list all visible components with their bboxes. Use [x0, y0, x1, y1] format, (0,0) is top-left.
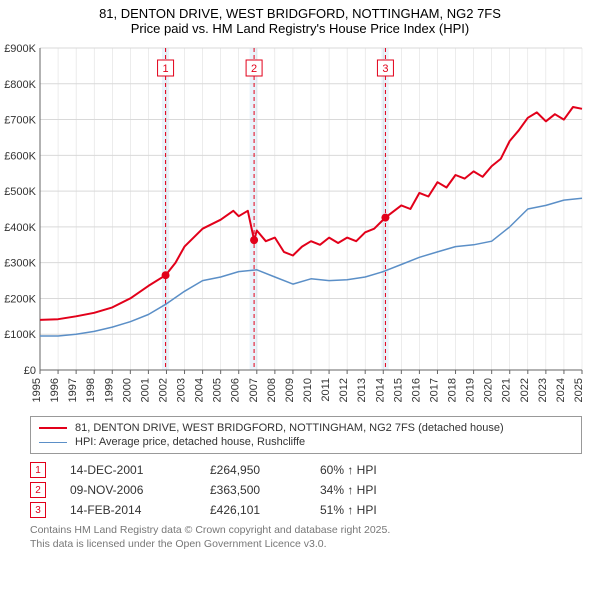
chart-svg: £0 £100K £200K £300K £400K £500K £600K £700K £80…	[2, 40, 590, 410]
x-tick-label: 1999	[103, 378, 115, 402]
sale-row-pct: 34% ↑ HPI	[320, 483, 440, 497]
y-tick-label: £200K	[4, 293, 36, 305]
price-chart: £0 £100K £200K £300K £400K £500K £600K £700K £80…	[2, 40, 590, 410]
legend-label: HPI: Average price, detached house, Rush…	[75, 436, 305, 448]
x-tick-label: 2003	[176, 378, 188, 402]
sale-row-price: £264,950	[210, 463, 320, 477]
legend: 81, DENTON DRIVE, WEST BRIDGFORD, NOTTIN…	[30, 416, 582, 454]
sales-table: 1 14-DEC-2001£264,95060% ↑ HPI 2 09-NOV-200…	[30, 460, 582, 520]
sale-dot	[381, 214, 389, 222]
sale-row-marker: 1	[30, 462, 46, 478]
x-tick-label: 2006	[230, 378, 242, 402]
x-tick-label: 2013	[356, 378, 368, 402]
x-tick-label: 2004	[194, 378, 206, 402]
chart-title-block: 81, DENTON DRIVE, WEST BRIDGFORD, NOTTIN…	[0, 0, 600, 40]
legend-swatch	[39, 442, 67, 443]
legend-swatch	[39, 427, 67, 429]
footer-line-2: This data is licensed under the Open Gov…	[30, 538, 582, 552]
sale-row-date: 09-NOV-2006	[70, 483, 210, 497]
x-tick-label: 2017	[428, 378, 440, 402]
x-tick-label: 2019	[465, 378, 477, 402]
y-tick-label: £300K	[4, 258, 36, 270]
x-tick-label: 2014	[374, 378, 386, 402]
y-tick-label: £400K	[4, 222, 36, 234]
x-tick-label: 1998	[85, 378, 97, 402]
x-tick-label: 2022	[519, 378, 531, 402]
footer-attribution: Contains HM Land Registry data © Crown c…	[30, 524, 582, 551]
x-tick-label: 2018	[447, 378, 459, 402]
sale-dot	[162, 271, 170, 279]
x-tick-label: 1995	[31, 378, 43, 402]
sale-row: 3 14-FEB-2014£426,10151% ↑ HPI	[30, 500, 582, 520]
title-line-1: 81, DENTON DRIVE, WEST BRIDGFORD, NOTTIN…	[10, 6, 590, 21]
sale-row: 2 09-NOV-2006£363,50034% ↑ HPI	[30, 480, 582, 500]
x-tick-label: 1996	[49, 378, 61, 402]
x-tick-label: 2011	[320, 378, 332, 402]
x-tick-label: 2010	[302, 378, 314, 402]
x-tick-label: 2007	[248, 378, 260, 402]
sale-marker-label: 3	[382, 63, 388, 75]
y-tick-label: £700K	[4, 115, 36, 127]
y-tick-label: £900K	[4, 43, 36, 55]
legend-row: HPI: Average price, detached house, Rush…	[39, 435, 573, 449]
sale-dot	[250, 236, 258, 244]
sale-row-date: 14-FEB-2014	[70, 503, 210, 517]
y-tick-label: £500K	[4, 186, 36, 198]
x-tick-label: 2012	[338, 378, 350, 402]
sale-row-price: £363,500	[210, 483, 320, 497]
x-tick-label: 2008	[266, 378, 278, 402]
x-tick-label: 1997	[67, 378, 79, 402]
y-tick-label: £100K	[4, 329, 36, 341]
x-tick-label: 2000	[121, 378, 133, 402]
legend-row: 81, DENTON DRIVE, WEST BRIDGFORD, NOTTIN…	[39, 421, 573, 435]
sale-row-date: 14-DEC-2001	[70, 463, 210, 477]
sale-marker-label: 2	[251, 63, 257, 75]
sale-row: 1 14-DEC-2001£264,95060% ↑ HPI	[30, 460, 582, 480]
x-tick-label: 2023	[537, 378, 549, 402]
x-tick-label: 2025	[573, 378, 585, 402]
x-tick-label: 2020	[483, 378, 495, 402]
y-tick-label: £600K	[4, 150, 36, 162]
x-tick-label: 2021	[501, 378, 513, 402]
legend-label: 81, DENTON DRIVE, WEST BRIDGFORD, NOTTIN…	[75, 422, 504, 434]
sale-marker-label: 1	[163, 63, 169, 75]
footer-line-1: Contains HM Land Registry data © Crown c…	[30, 524, 582, 538]
x-tick-label: 2001	[139, 378, 151, 402]
x-tick-label: 2015	[392, 378, 404, 402]
x-tick-label: 2005	[212, 378, 224, 402]
sale-row-marker: 3	[30, 502, 46, 518]
x-tick-label: 2002	[157, 378, 169, 402]
x-tick-label: 2024	[555, 378, 567, 402]
sale-row-pct: 60% ↑ HPI	[320, 463, 440, 477]
x-tick-label: 2009	[284, 378, 296, 402]
sale-row-marker: 2	[30, 482, 46, 498]
title-line-2: Price paid vs. HM Land Registry's House …	[10, 21, 590, 36]
sale-row-pct: 51% ↑ HPI	[320, 503, 440, 517]
sale-row-price: £426,101	[210, 503, 320, 517]
y-tick-label: £800K	[4, 79, 36, 91]
y-tick-label: £0	[24, 365, 36, 377]
x-tick-label: 2016	[410, 378, 422, 402]
